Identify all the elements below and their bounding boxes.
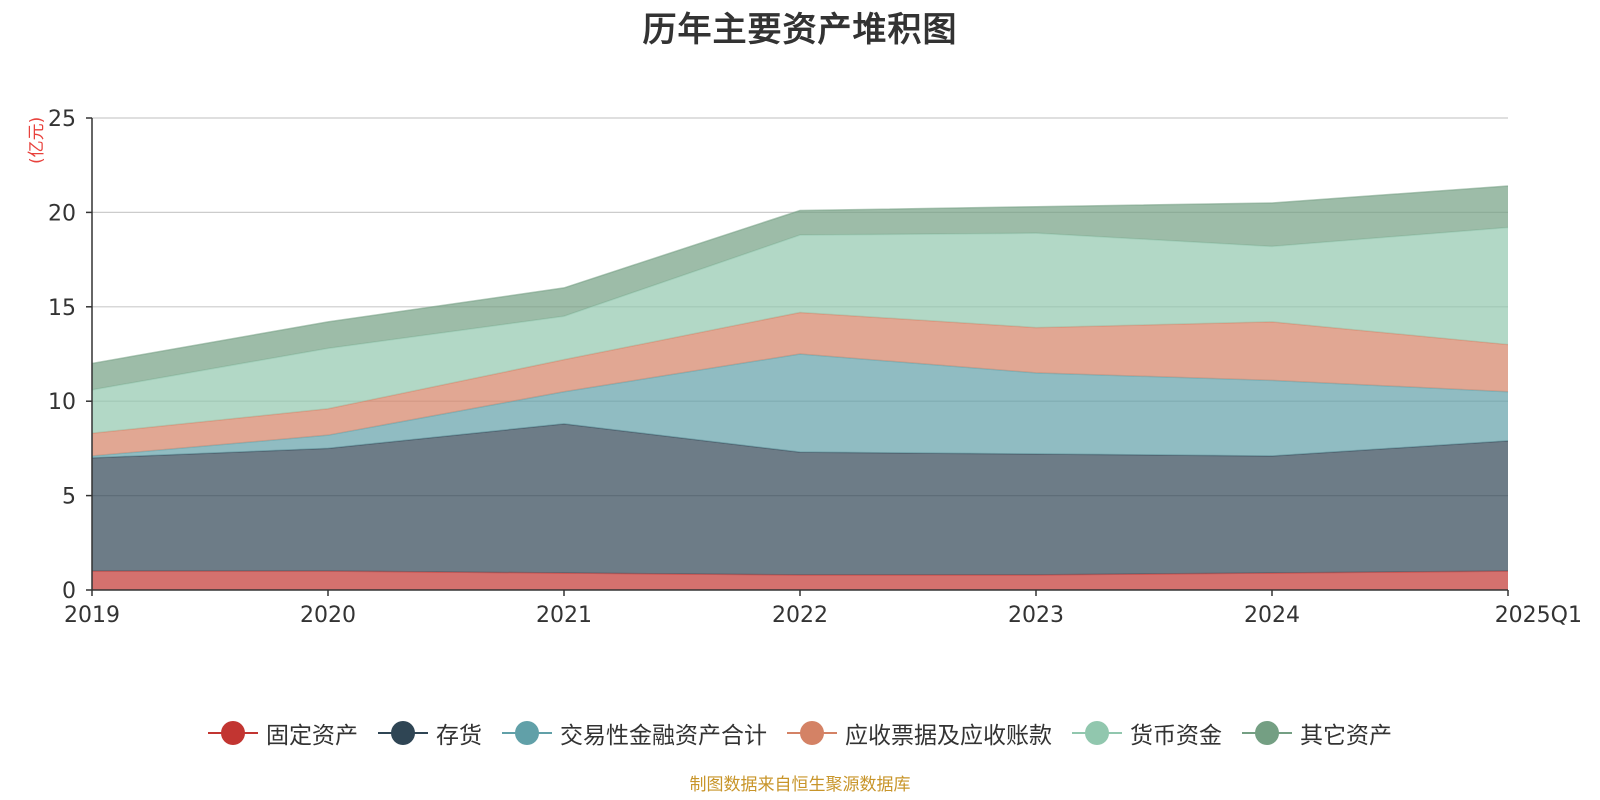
legend-swatch-icon (208, 720, 258, 746)
x-tick-label: 2020 (300, 603, 356, 628)
x-tick-label: 2022 (772, 603, 828, 628)
area-series-2 (92, 354, 1508, 458)
legend-swatch-icon (502, 720, 552, 746)
legend-swatch-icon (787, 720, 837, 746)
x-tick-label: 2021 (536, 603, 592, 628)
y-tick-label: 5 (62, 485, 76, 510)
chart-title: 历年主要资产堆积图 (642, 10, 958, 50)
y-tick-label: 0 (62, 579, 76, 604)
x-tick-label: 2024 (1244, 603, 1300, 628)
legend-label: 存货 (436, 723, 482, 749)
area-series-4 (92, 227, 1508, 434)
area-series-3 (92, 312, 1508, 456)
legend-item-4[interactable]: 货币资金 (1072, 716, 1222, 750)
y-tick-label: 10 (48, 390, 76, 415)
legend-label: 其它资产 (1300, 723, 1392, 749)
legend-swatch-icon (1072, 720, 1122, 746)
legend-swatch-icon (1242, 720, 1292, 746)
legend-item-1[interactable]: 存货 (378, 716, 482, 750)
y-tick-label: 15 (48, 296, 76, 321)
legend-swatch-icon (378, 720, 428, 746)
legend-item-0[interactable]: 固定资产 (208, 716, 358, 750)
legend-label: 应收票据及应收账款 (845, 723, 1052, 749)
x-tick-label: 2019 (64, 603, 120, 628)
legend-label: 交易性金融资产合计 (560, 723, 767, 749)
legend-label: 固定资产 (266, 723, 358, 749)
y-tick-label: 20 (48, 201, 76, 226)
x-tick-label: 2023 (1008, 603, 1064, 628)
chart-legend: 固定资产 存货 交易性金融资产合计 应收票据及应收账款 货币资金 其它资产 (0, 715, 1600, 751)
area-series-line-5 (91, 185, 1509, 365)
legend-item-3[interactable]: 应收票据及应收账款 (787, 716, 1052, 750)
stacked-area-chart: 0 5 10 15 20 25 2019 2020 2021 2022 2023 2024 2025Q1 (48, 107, 1582, 628)
legend-item-5[interactable]: 其它资产 (1242, 716, 1392, 750)
x-tick-label: 2025Q1 (1495, 603, 1582, 628)
axis-layer: 0 5 10 15 20 25 2019 2020 2021 2022 2023 2024 2025Q1 (48, 107, 1582, 628)
area-layer (91, 185, 1509, 590)
legend-label: 货币资金 (1130, 723, 1222, 749)
area-series-5 (92, 185, 1508, 390)
y-tick-label: 25 (48, 107, 76, 132)
legend-item-2[interactable]: 交易性金融资产合计 (502, 716, 767, 750)
source-note: 制图数据来自恒生聚源数据库 (689, 775, 911, 795)
area-series-1 (92, 423, 1508, 575)
area-series-0 (92, 571, 1508, 590)
